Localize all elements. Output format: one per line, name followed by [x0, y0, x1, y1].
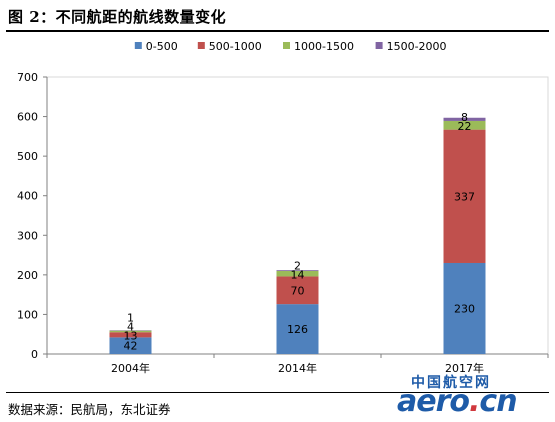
data-label: 2	[294, 259, 301, 272]
legend-swatch	[197, 42, 205, 49]
bar-segment	[276, 270, 319, 277]
data-label: 70	[291, 284, 305, 297]
source-note: 数据来源：民航局，东北证券	[8, 402, 171, 417]
bar-segment	[276, 270, 319, 271]
legend-swatch	[283, 42, 290, 49]
legend-swatch	[375, 42, 383, 49]
data-label: 1	[127, 311, 134, 324]
legend-label: 1500-2000	[387, 40, 447, 53]
y-tick-label: 0	[31, 348, 38, 361]
data-label: 8	[461, 111, 468, 124]
data-label: 14	[291, 268, 305, 281]
x-tick-label: 2004年	[111, 361, 150, 375]
data-label: 4	[127, 320, 134, 333]
y-tick-label: 400	[17, 190, 38, 203]
y-tick-label: 500	[17, 150, 38, 163]
y-tick-label: 600	[17, 111, 38, 124]
y-tick-label: 100	[17, 308, 38, 321]
data-label: 337	[454, 190, 475, 203]
aero-cn-watermark-logo: 中国航空网 aero.cn	[397, 372, 547, 420]
legend-swatch	[134, 42, 142, 49]
y-tick-label: 200	[17, 269, 38, 282]
x-tick-label: 2017年	[445, 361, 484, 375]
top-rule	[6, 30, 549, 32]
bar-segment	[109, 337, 152, 354]
data-label: 126	[287, 323, 308, 336]
figure-title: 图 2：不同航距的航线数量变化	[8, 8, 227, 26]
bar-segment	[109, 330, 152, 333]
data-label: 230	[454, 302, 475, 315]
data-label: 42	[124, 340, 138, 353]
bar-segment	[443, 262, 486, 354]
data-label: 13	[124, 329, 138, 342]
bar-segment	[276, 276, 319, 305]
bar-segment	[443, 120, 486, 130]
x-tick-label: 2014年	[278, 361, 317, 375]
watermark-cn-text: 中国航空网	[411, 375, 491, 391]
legend-label: 1000-1500	[294, 40, 354, 53]
data-label: 22	[458, 120, 472, 133]
watermark-en-text: aero.cn	[397, 384, 518, 419]
bar-segment	[276, 304, 319, 354]
y-tick-label: 700	[17, 71, 38, 84]
legend-label: 0-500	[146, 40, 178, 53]
legend-label: 500-1000	[209, 40, 262, 53]
y-tick-label: 300	[17, 229, 38, 242]
bottom-rule	[6, 392, 549, 393]
bar-segment	[109, 332, 152, 338]
bar-segment	[443, 129, 486, 263]
bar-segment	[443, 117, 486, 121]
